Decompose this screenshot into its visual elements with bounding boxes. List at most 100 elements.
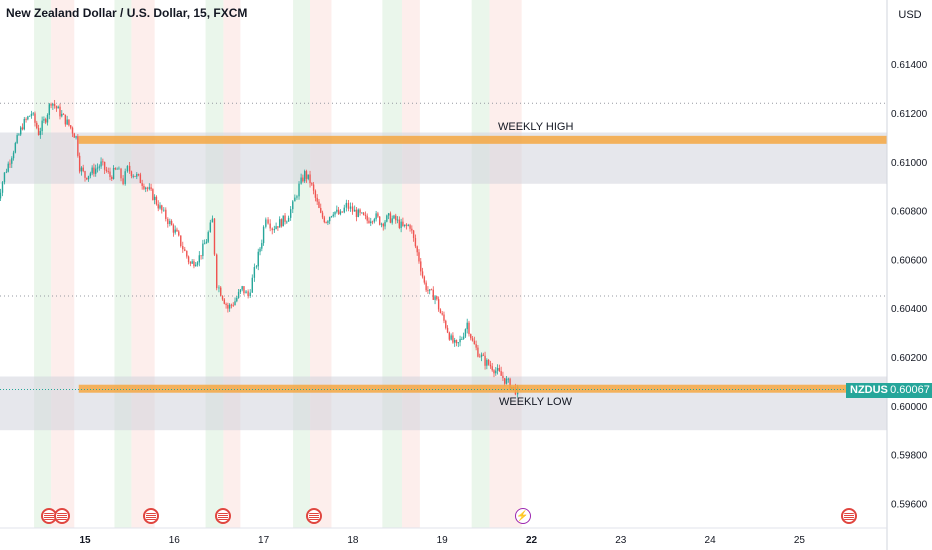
candle-body (470, 334, 472, 339)
candle-body (412, 230, 415, 239)
candle-body (262, 226, 265, 244)
session-band (489, 0, 522, 528)
candle-body (407, 225, 409, 226)
candle-body (62, 113, 65, 115)
candle-body (187, 256, 190, 263)
time-axis-labels: 15 16 17 18 19 22 23 24 25 (79, 535, 805, 546)
candle-body (316, 197, 318, 202)
session-band (382, 0, 403, 528)
candle-body (441, 313, 443, 315)
candle-body (450, 335, 452, 340)
candle-body (311, 183, 313, 185)
candle-body (361, 212, 363, 214)
candle-body (232, 304, 234, 306)
candle-body (475, 344, 477, 348)
candle-body (357, 209, 359, 217)
candle-body (82, 167, 84, 172)
candle-body (70, 125, 72, 128)
candle-body (289, 209, 292, 218)
candle-body (61, 113, 63, 117)
candle-body (351, 206, 354, 212)
candle-body (178, 231, 180, 236)
currency-selector[interactable]: USD (898, 9, 922, 21)
candle-body (428, 289, 431, 291)
us-flag-icon[interactable] (305, 508, 322, 524)
candle-body (448, 332, 451, 340)
candle-body (423, 276, 426, 283)
candle-body (303, 171, 306, 182)
candle-body (305, 171, 308, 179)
candle-body (182, 246, 184, 250)
candle-body (427, 290, 429, 292)
candle-body (373, 219, 376, 222)
candle-body (209, 222, 212, 233)
candle-body (53, 103, 56, 107)
us-flag-icon[interactable] (143, 508, 160, 524)
candle-body (245, 291, 247, 294)
session-band (205, 0, 224, 528)
candle-body (241, 286, 243, 290)
candle-body (378, 216, 381, 225)
candle-body (454, 340, 456, 343)
candle-body (103, 161, 106, 170)
candle-body (398, 219, 401, 228)
candle-body (180, 235, 182, 247)
candle-body (466, 322, 468, 330)
candle-body (309, 174, 311, 184)
time-tick-label: 18 (347, 535, 359, 546)
candle-body (132, 175, 134, 177)
candle-body (487, 359, 490, 365)
time-tick-label: 22 (526, 535, 538, 546)
candle-body (16, 135, 18, 144)
candle-body (41, 120, 43, 132)
candle-body (479, 356, 481, 358)
candle-body (327, 221, 329, 223)
candle-body (420, 261, 422, 272)
candle-body (318, 201, 320, 208)
us-flag-icon[interactable] (840, 508, 857, 524)
price-tick-label: 0.60600 (891, 255, 928, 266)
candle-body (284, 215, 286, 222)
lightning-icon[interactable]: ⚡ (514, 508, 531, 524)
candle-body (271, 228, 273, 231)
candle-body (234, 301, 236, 306)
axes (0, 0, 888, 550)
candle-body (203, 243, 206, 245)
candle-body (280, 219, 283, 227)
candle-body (337, 209, 340, 215)
candle-body (21, 127, 24, 130)
candle-body (96, 167, 99, 169)
candle-body (91, 167, 93, 174)
us-flag-icon[interactable] (215, 508, 232, 524)
candle-body (275, 226, 277, 229)
candle-body (191, 261, 193, 264)
candle-body (172, 225, 175, 233)
candle-body (482, 354, 484, 356)
candle-body (196, 262, 199, 265)
candle-body (48, 104, 50, 115)
candle-body (45, 119, 47, 123)
price-tick-label: 0.59800 (891, 451, 928, 462)
candle-body (43, 119, 45, 121)
us-flag-icon[interactable] (53, 508, 70, 524)
candle-body (364, 214, 367, 216)
candle-body (202, 243, 204, 256)
candle-body (300, 177, 302, 184)
session-band (471, 0, 490, 528)
candle-body (409, 225, 411, 229)
chart-title: New Zealand Dollar / U.S. Dollar, 15, FX… (6, 6, 248, 20)
candle-body (228, 304, 231, 309)
candle-body (105, 169, 108, 172)
candle-body (418, 252, 420, 262)
candle-body (370, 221, 372, 224)
candle-body (425, 282, 427, 291)
candle-body (39, 131, 42, 136)
candle-body (464, 329, 467, 337)
candle-body (251, 277, 253, 293)
candle-body (432, 289, 434, 300)
candle-body (296, 196, 298, 198)
candle-body (200, 255, 202, 257)
candle-body (71, 127, 74, 134)
candle-body (32, 113, 34, 115)
